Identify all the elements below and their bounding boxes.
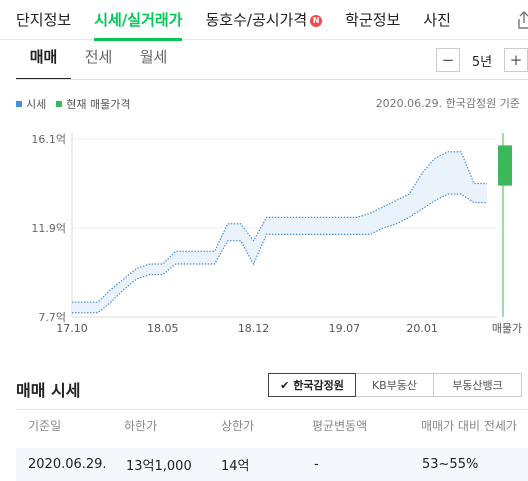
cell-jeonse-ratio: 53~55%	[422, 457, 479, 472]
tab-monthly-rent[interactable]: 월세	[139, 48, 168, 66]
tab-jeonse[interactable]: 전세	[84, 48, 113, 66]
col-avg-change: 평균변동액	[312, 419, 368, 433]
source-note: 2020.06.29. 한국감정원 기준	[375, 97, 520, 110]
current-listing-bar	[498, 145, 512, 186]
x-tick-label: 18.05	[147, 322, 179, 335]
tab-photos[interactable]: 사진	[423, 10, 451, 29]
tab-sale[interactable]: 매매	[16, 42, 71, 80]
cell-low: 13억1,000	[126, 459, 192, 474]
legend-swatch-price	[16, 101, 22, 107]
cell-date: 2020.06.29.	[28, 457, 107, 472]
sub-tabs-divider	[16, 79, 528, 80]
price-band-area	[72, 151, 487, 313]
source-kab-label: 한국감정원	[293, 379, 344, 392]
x-tick-label: 18.12	[238, 322, 270, 335]
tab-complex-info[interactable]: 단지정보	[16, 10, 72, 29]
chart-legend: 시세 현재 매물가격	[16, 96, 140, 112]
x-tick-label: 19.07	[329, 322, 361, 335]
market-price-title: 매매 시세	[16, 381, 81, 400]
deal-type-tabs: 매매 전세 월세	[16, 42, 181, 80]
cell-avg-change: -	[314, 457, 319, 472]
tab-unit-public-price[interactable]: 동호수/공시가격 N	[205, 0, 323, 40]
price-source-selector: ✔ 한국감정원 KB부동산 부동산뱅크	[268, 373, 522, 397]
legend-item-current: 현재 매물가격	[56, 96, 130, 112]
check-icon: ✔	[280, 378, 290, 392]
market-table-header: 기준일 하한가 상한가 평균변동액 매매가 대비 전세가	[16, 409, 528, 441]
tab-unit-public-price-label: 동호수/공시가격	[205, 10, 308, 29]
period-value: 5년	[471, 54, 493, 70]
source-bank-button[interactable]: 부동산뱅크	[434, 373, 522, 397]
series-line-high	[72, 151, 487, 303]
new-badge: N	[310, 14, 323, 27]
x-tick-label: 17.10	[56, 322, 88, 335]
col-low: 하한가	[124, 419, 158, 433]
legend-swatch-current	[56, 101, 63, 107]
table-row: 2020.06.29. 13억1,000 14억 - 53~55%	[16, 448, 528, 481]
tab-school-info[interactable]: 학군정보	[345, 10, 401, 29]
y-tick-label: 16.1억	[31, 133, 66, 146]
period-decrease-button[interactable]: −	[436, 48, 460, 72]
legend-item-price: 시세	[16, 96, 46, 112]
x-tick-label-listing: 매물가	[492, 322, 522, 335]
top-tab-bar: 단지정보 시세/실거래가 동호수/공시가격 N 학군정보 사진	[0, 0, 528, 41]
tab-price-history[interactable]: 시세/실거래가	[94, 0, 183, 41]
share-icon[interactable]	[516, 10, 528, 30]
series-line-low	[72, 193, 487, 314]
legend-label-price: 시세	[26, 98, 47, 111]
y-tick-label: 11.9억	[31, 222, 66, 235]
legend-label-current: 현재 매물가격	[66, 98, 131, 111]
source-kab-button[interactable]: ✔ 한국감정원	[268, 373, 356, 397]
source-kb-button[interactable]: KB부동산	[356, 373, 434, 397]
x-tick-label: 20.01	[406, 322, 438, 335]
cell-high: 14억	[221, 459, 250, 474]
period-stepper: − 5년 +	[436, 48, 528, 72]
y-tick-label: 7.7억	[38, 311, 66, 324]
col-date: 기준일	[28, 419, 62, 433]
col-high: 상한가	[221, 419, 255, 433]
period-increase-button[interactable]: +	[504, 48, 528, 72]
col-jeonse-ratio: 매매가 대비 전세가	[421, 419, 517, 433]
